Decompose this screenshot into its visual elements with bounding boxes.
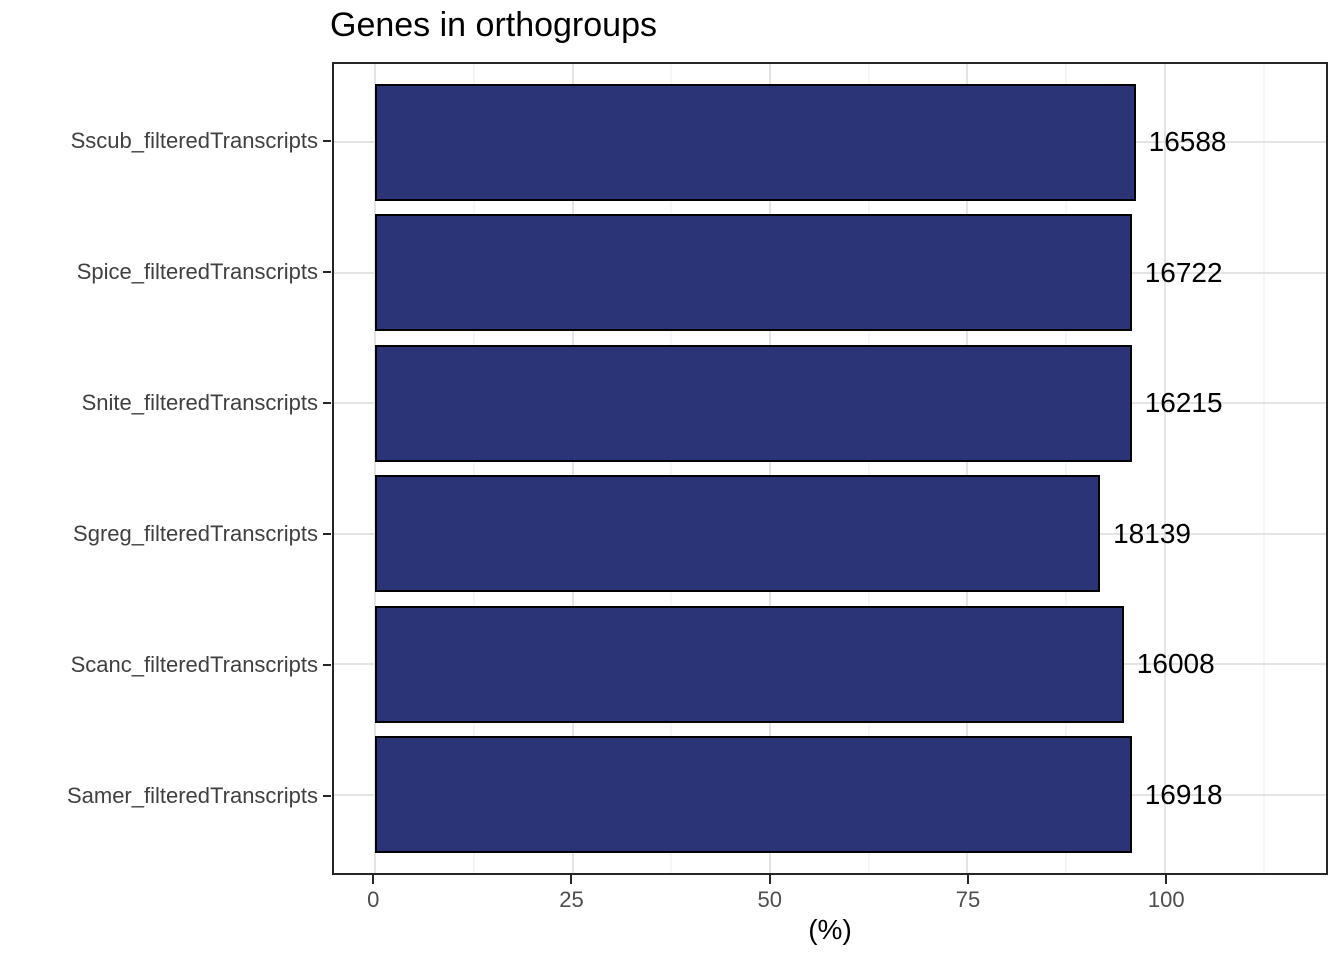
y-axis: Sscub_filteredTranscripts Spice_filteredT…	[0, 62, 332, 875]
bar-value-label: 18139	[1113, 517, 1191, 549]
gridline-vertical-major	[966, 64, 969, 873]
bar-value-label: 16008	[1136, 648, 1215, 680]
bar	[375, 605, 1124, 723]
bar	[375, 344, 1132, 462]
y-axis-label: Sgreg_filteredTranscripts	[73, 521, 318, 547]
gridline-vertical-major	[571, 64, 574, 873]
gridline-vertical-major	[374, 64, 377, 873]
y-axis-tick	[323, 533, 331, 536]
x-axis-tick	[768, 875, 771, 884]
x-axis-tick-label: 75	[955, 887, 981, 912]
x-axis-tick-label: 100	[1147, 887, 1185, 912]
bar-value-label: 16588	[1148, 126, 1227, 158]
bar	[375, 214, 1132, 332]
x-axis-title: (%)	[808, 914, 852, 945]
gridline-vertical-major	[768, 64, 771, 873]
gridline-vertical-minor	[473, 64, 475, 873]
y-axis-label: Scanc_filteredTranscripts	[70, 652, 318, 678]
gridline-vertical-minor	[1263, 64, 1265, 873]
bar	[375, 735, 1132, 854]
x-axis-tick	[570, 875, 573, 884]
x-axis-tick-label: 0	[367, 887, 380, 912]
bar	[375, 83, 1136, 201]
y-axis-label: Spice_filteredTranscripts	[76, 258, 318, 284]
y-axis-tick	[323, 270, 331, 273]
y-axis-tick	[323, 664, 331, 667]
bar-value-label: 16918	[1144, 778, 1223, 810]
plot-panel: 16588 16722 16215 18139 16008 16918	[332, 62, 1328, 875]
bar-value-label: 16215	[1144, 387, 1223, 419]
x-axis: 0 25 50 75 100	[332, 875, 1328, 915]
y-axis-tick	[323, 139, 331, 142]
gridline-vertical-major	[1163, 64, 1166, 873]
bar-value-label: 16722	[1144, 256, 1223, 288]
gridline-vertical-minor	[1065, 64, 1067, 873]
y-axis-tick	[323, 401, 331, 404]
gridline-vertical-minor	[670, 64, 672, 873]
gridline-vertical-minor	[868, 64, 870, 873]
chart-title: Genes in orthogroups	[330, 6, 657, 44]
x-axis-tick	[372, 875, 375, 884]
x-axis-tick	[966, 875, 969, 884]
y-axis-tick	[323, 795, 331, 798]
x-axis-tick-label: 25	[559, 887, 584, 912]
y-axis-label: Sscub_filteredTranscripts	[70, 127, 318, 153]
x-axis-tick-label: 50	[757, 887, 782, 912]
y-axis-label: Samer_filteredTranscripts	[66, 783, 318, 809]
y-axis-label: Snite_filteredTranscripts	[81, 389, 318, 415]
bar	[375, 475, 1101, 593]
x-axis-tick	[1165, 875, 1168, 884]
